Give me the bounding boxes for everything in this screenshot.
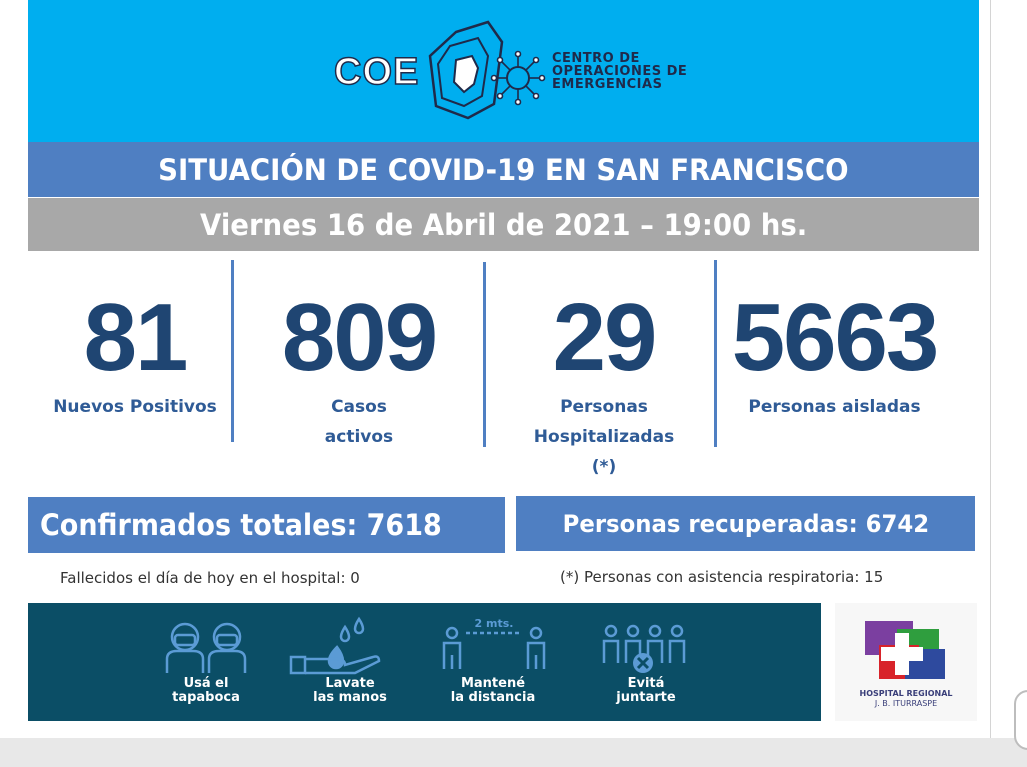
stat-label-line: Casos: [331, 397, 387, 417]
coe-logo-line: OPERACIONES DE: [552, 64, 688, 79]
prevention-label: Lavate las manos: [275, 677, 425, 705]
hospital-name-line: HOSPITAL REGIONAL: [859, 689, 953, 698]
stat-label-line: activos: [324, 427, 394, 447]
prevention-label: Usá el tapaboca: [131, 677, 281, 705]
stat-divider: [483, 262, 486, 447]
stat-label-line: Nuevos Positivos: [53, 397, 217, 417]
stat-label-line: Personas aisladas: [748, 397, 921, 417]
stat-label: Nuevos Positivos: [30, 392, 240, 422]
hospital-logo: HOSPITAL REGIONAL J. B. ITURRASPE: [835, 603, 977, 721]
no-gathering-icon: [602, 624, 686, 673]
stat-label-line: Personas: [560, 397, 648, 417]
distance-icon: 2 mts.: [442, 617, 546, 669]
prevention-label: Mantené la distancia: [418, 677, 568, 705]
stat-value: 81: [83, 284, 189, 391]
stat-label: Personas Hospitalizadas (*): [500, 392, 708, 482]
stat-value: 29: [552, 284, 658, 391]
stat-active-cases: 809 Casos activos: [250, 290, 468, 452]
corner-fragment: [1014, 690, 1027, 750]
title-band: SITUACIÓN DE COVID-19 EN SAN FRANCISCO: [28, 142, 979, 197]
bottom-strip: [0, 738, 1027, 767]
hand-wash-icon: [289, 616, 381, 675]
prevention-handwash: Lavate las manos: [275, 603, 425, 721]
prevention-distance: 2 mts. Mantené la distancia: [418, 603, 568, 721]
prevention-label-line: Lavate: [325, 676, 375, 691]
confirmed-total: Confirmados totales: 7618: [40, 508, 442, 542]
recovered-total-box: Personas recuperadas: 6742: [516, 496, 975, 551]
coe-logo: COE: [318, 12, 728, 132]
prevention-label-line: juntarte: [616, 690, 676, 705]
hospital-name: HOSPITAL REGIONAL J. B. ITURRASPE: [835, 689, 977, 709]
coe-logo-line: CENTRO DE: [552, 51, 640, 66]
prevention-label-line: las manos: [313, 690, 387, 705]
stat-label-line: (*): [591, 457, 617, 477]
distance-label: 2 mts.: [475, 617, 514, 630]
stat-divider: [231, 260, 234, 442]
prevention-gathering: Evitá juntarte: [571, 603, 721, 721]
confirmed-total-box: Confirmados totales: 7618: [28, 497, 505, 553]
stat-label: Personas aisladas: [722, 392, 947, 422]
prevention-label-line: Mantené: [460, 676, 526, 691]
mask-people-icon: [165, 622, 247, 673]
report-date: Viernes 16 de Abril de 2021 – 19:00 hs.: [199, 207, 808, 242]
stat-value: 809: [281, 284, 438, 391]
prevention-mask: Usá el tapaboca: [131, 603, 281, 721]
stat-divider: [714, 260, 717, 447]
stat-label-line: Hospitalizadas: [533, 427, 675, 447]
page-edge: [990, 0, 991, 738]
page-title: SITUACIÓN DE COVID-19 EN SAN FRANCISCO: [158, 152, 849, 187]
hospital-name-line: J. B. ITURRASPE: [874, 699, 938, 708]
stat-label: Casos activos: [250, 392, 468, 452]
stat-new-positives: 81 Nuevos Positivos: [30, 290, 240, 422]
coe-logo-mark: COE: [334, 51, 419, 93]
stat-isolated: 5663 Personas aisladas: [722, 290, 947, 422]
prevention-band: Usá el tapaboca Lavate las manos: [28, 603, 821, 721]
deaths-note: Fallecidos el día de hoy en el hospital:…: [60, 569, 360, 587]
coe-logo-text: CENTRO DE OPERACIONES DE EMERGENCIAS: [552, 52, 687, 91]
prevention-label-line: Usá el: [183, 676, 229, 691]
prevention-label-line: tapaboca: [172, 690, 240, 705]
coe-logo-line: EMERGENCIAS: [552, 77, 663, 92]
recovered-total: Personas recuperadas: 6742: [562, 509, 929, 538]
stat-hospitalized: 29 Personas Hospitalizadas (*): [500, 290, 708, 482]
prevention-label-line: la distancia: [450, 690, 536, 705]
hospital-cross-logo: [865, 621, 945, 679]
prevention-label: Evitá juntarte: [571, 677, 721, 705]
respiratory-note: (*) Personas con asistencia respiratoria…: [560, 568, 884, 586]
prevention-label-line: Evitá: [627, 676, 665, 691]
date-band: Viernes 16 de Abril de 2021 – 19:00 hs.: [28, 198, 979, 251]
stat-value: 5663: [731, 284, 940, 391]
